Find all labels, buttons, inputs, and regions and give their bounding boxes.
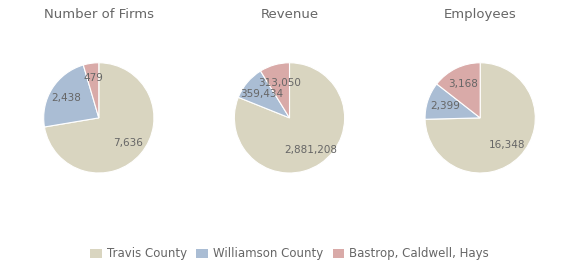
Legend: Travis County, Williamson County, Bastrop, Caldwell, Hays: Travis County, Williamson County, Bastro… <box>86 243 493 265</box>
Wedge shape <box>261 63 290 118</box>
Title: Revenue: Revenue <box>261 8 318 21</box>
Title: Employees: Employees <box>444 8 516 21</box>
Text: 7,636: 7,636 <box>113 138 143 148</box>
Text: 2,438: 2,438 <box>52 93 82 103</box>
Title: Number of Firms: Number of Firms <box>44 8 154 21</box>
Text: 2,881,208: 2,881,208 <box>284 144 338 154</box>
Wedge shape <box>425 84 480 119</box>
Wedge shape <box>425 63 536 173</box>
Text: 479: 479 <box>83 73 103 83</box>
Wedge shape <box>43 65 99 127</box>
Wedge shape <box>83 63 99 118</box>
Text: 313,050: 313,050 <box>258 78 301 88</box>
Wedge shape <box>45 63 154 173</box>
Text: 359,434: 359,434 <box>240 89 283 99</box>
Wedge shape <box>234 63 345 173</box>
Text: 2,399: 2,399 <box>430 101 460 111</box>
Text: 3,168: 3,168 <box>449 79 478 89</box>
Wedge shape <box>239 71 290 118</box>
Wedge shape <box>437 63 480 118</box>
Text: 16,348: 16,348 <box>489 140 526 150</box>
